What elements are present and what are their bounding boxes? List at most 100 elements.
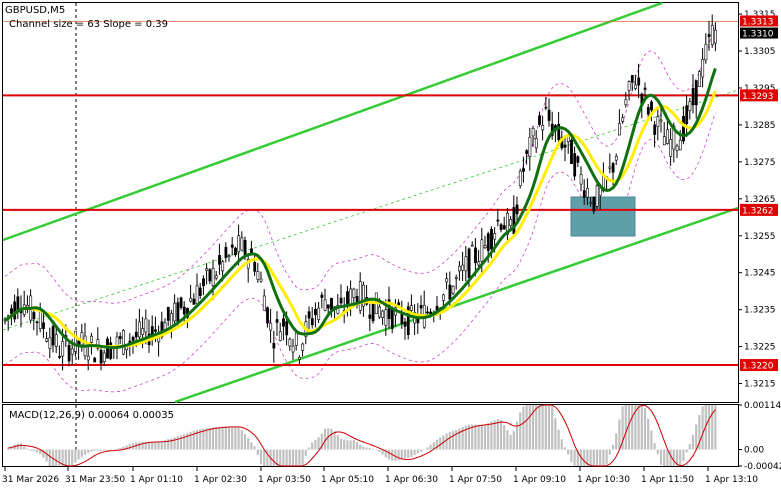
candle-body [237,235,241,253]
candle-body [598,187,602,196]
candle-body [570,139,573,165]
candle-body [595,185,599,207]
candle-body [688,101,692,112]
price-tick-label: 1.3215 [744,380,776,390]
candle-body [531,128,535,137]
candle-body [499,224,503,230]
candle-body [205,268,209,271]
candle-body [419,305,423,309]
candle-body [509,218,513,226]
candle-body [678,139,682,151]
candle-body [122,330,125,355]
candle-body [96,339,100,349]
candle-body [224,246,228,258]
symbol-title: GBPUSD,M5 [5,5,65,16]
candle-body [442,294,445,301]
level-label: 1.3262 [742,206,774,216]
candle-body [490,228,493,250]
candle-body [477,261,481,266]
candle-body [662,136,666,146]
candle-body [576,156,580,163]
candle-body [621,117,625,122]
candle-body [291,345,295,353]
time-tick-label: 1 Apr 02:30 [194,475,247,485]
candle-body [406,306,410,336]
candle-body [314,309,317,316]
candle-body [675,145,679,151]
candle-body [253,262,257,272]
candle-body [202,278,205,287]
macd-axis: 0.00114 0.00 -0.00042 [738,401,781,472]
candle-body [90,335,93,343]
candle-body [150,326,154,335]
candle-body [656,116,660,127]
price-tick-label: 1.3255 [744,232,776,242]
candle-body [515,204,519,215]
moving-average-slow [4,68,717,350]
level-label: 1.3293 [742,92,774,102]
candle-body [704,43,708,61]
candle-body [317,307,321,320]
candle-body [384,309,388,326]
candle-body [458,265,461,272]
candle-body [86,355,90,361]
candle-body [381,310,385,318]
envelope-lower [4,112,716,393]
level-label-bg [740,89,778,102]
candle-body [685,105,689,124]
candle-body [528,136,532,157]
candle-body [173,302,177,322]
candle-body [454,277,458,279]
levels [3,21,738,367]
candle-body [211,267,215,287]
candle-body [682,115,685,142]
candle-body [512,207,516,235]
price-tick-label: 1.3295 [744,84,776,94]
envelope-upper [4,23,716,304]
time-tick-label: 1 Apr 07:50 [449,475,502,485]
candle-body [410,305,413,311]
candle-body [45,338,49,342]
candle-body [608,166,612,169]
candle-body [624,99,628,106]
candle-body [451,285,455,294]
candle-body [58,356,61,358]
candle-body [10,308,13,315]
candle-body [426,311,429,314]
candle-body [592,196,596,212]
candle-body [323,299,327,311]
candle-body [448,284,452,300]
candle-body [650,101,653,111]
candle-body [368,314,372,319]
candle-body [240,237,244,251]
candle-body [525,150,529,154]
time-tick-label: 31 Mar 23:50 [65,475,125,485]
candle-body [390,307,394,329]
candle-body [618,123,621,136]
candle-body [195,285,199,304]
candle-body [502,225,506,230]
candle-body [214,275,218,279]
level-label: 1.3220 [742,362,774,372]
ask-label-bg [740,15,778,27]
candle-body [611,163,615,173]
time-tick-label: 1 Apr 01:10 [130,475,183,485]
candle-body [154,329,157,332]
candle-body [176,302,180,323]
candle-body [586,187,589,198]
candle-body [541,124,545,131]
channel-info: Channel size = 63 Slope = 0.39 [9,19,168,30]
bid-label-bg [740,27,778,39]
candle-body [32,312,36,320]
macd-tick-label: 0.00 [744,446,764,456]
time-tick-label: 1 Apr 13:10 [705,475,758,485]
macd-tick-label: 0.00114 [744,401,781,411]
candle-body [285,321,289,336]
candle-body [534,138,538,149]
candle-body [99,349,103,364]
candle-body [397,302,401,306]
candle-body [352,288,356,298]
candle-body [669,139,673,157]
candle-body [672,125,676,150]
